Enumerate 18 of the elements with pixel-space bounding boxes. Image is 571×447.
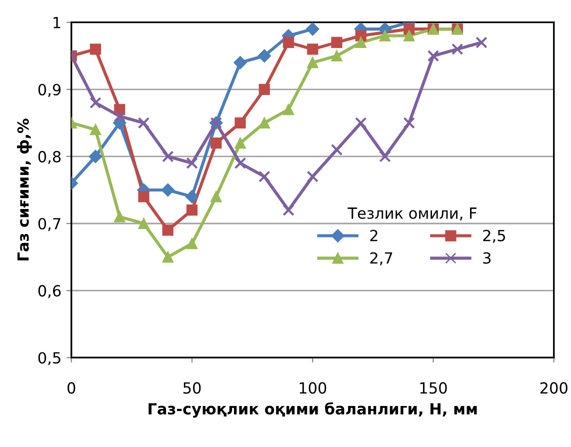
legend-label: 2,7 (370, 252, 392, 266)
x-tick-label: 50 (183, 382, 201, 394)
legend-label: 3 (483, 252, 491, 264)
legend-title: Тезлик омили, F (348, 208, 476, 220)
x-tick-label: 150 (420, 382, 447, 394)
y-tick-label: 0,6 (38, 285, 61, 298)
y-axis-title: Газ сиғими, ф,% (17, 118, 32, 260)
x-axis-title: Газ-суюқлик оқими баланлиги, Н, мм (148, 402, 477, 418)
legend-label: 2 (370, 230, 378, 242)
legend-label: 2,5 (483, 230, 506, 243)
y-tick-label: 1 (54, 17, 60, 28)
x-tick-label: 100 (300, 382, 326, 394)
x-tick-label: 0 (68, 382, 76, 394)
y-tick-label: 0,8 (38, 150, 61, 164)
y-tick-label: 0,9 (38, 84, 61, 97)
x-tick-label: 200 (540, 382, 568, 394)
y-tick-label: 0,7 (38, 218, 60, 232)
y-tick-label: 0,5 (38, 352, 60, 366)
